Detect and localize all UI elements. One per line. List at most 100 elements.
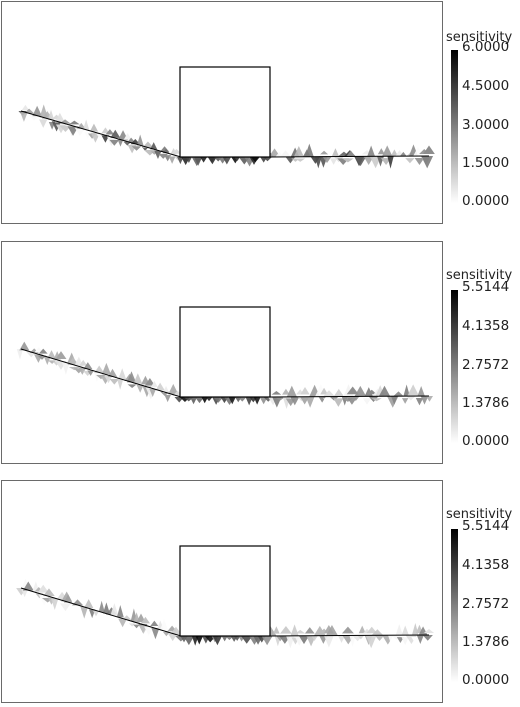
sensitivity-glyph [151,380,158,387]
sensitivity-glyph [189,396,198,405]
sensitivity-glyph [280,626,292,634]
sensitivity-glyph [423,629,435,633]
sensitivity-glyph [352,396,360,401]
sensitivity-glyph [149,389,157,397]
sensitivity-glyph [234,156,241,162]
sensitivity-glyph [341,626,354,634]
sensitivity-glyph [415,398,424,406]
sensitivity-glyph [82,119,90,131]
sensitivity-glyph [20,112,28,122]
sensitivity-glyph [151,628,160,640]
sensitivity-glyph [286,385,297,397]
sensitivity-glyph [47,360,57,364]
colorbar-tick-label: 0.0000 [462,672,510,688]
sensitivity-glyph [109,139,120,146]
sensitivity-glyph [422,635,433,641]
sensitivity-glyph [163,632,170,637]
sensitivity-glyph [136,134,144,146]
sensitivity-glyph [371,629,384,636]
sensitivity-scene [18,66,435,169]
sensitivity-glyph [387,635,396,647]
sensitivity-glyph [194,156,203,166]
sensitivity-glyph [118,368,127,380]
sensitivity-glyph [96,375,106,380]
sensitivity-glyph [200,156,208,163]
sensitivity-glyph [150,620,159,626]
sensitivity-glyph [420,396,429,405]
sensitivity-glyph [349,635,356,647]
sensitivity-glyph [21,104,30,111]
sensitivity-glyph [423,145,435,154]
sensitivity-glyph [62,362,70,375]
sensitivity-glyph [44,357,51,366]
sensitivity-glyph [298,635,310,645]
sensitivity-glyph [37,355,47,360]
sensitivity-glyph [201,396,209,404]
sensitivity-glyph [250,156,261,163]
sensitivity-glyph [39,119,48,128]
sensitivity-glyph [22,581,34,591]
sensitivity-glyph [118,618,128,628]
sensitivity-glyph [323,390,335,397]
sensitivity-glyph [300,386,310,395]
obstacle-box [179,66,271,158]
sensitivity-glyph [194,396,205,404]
sensitivity-glyph [346,150,356,157]
sensitivity-glyph [285,635,295,649]
sensitivity-glyph [366,389,377,395]
sensitivity-glyph [60,603,71,612]
sensitivity-glyph [305,396,315,408]
sensitivity-glyph [43,588,55,596]
sensitivity-glyph [401,625,409,636]
sensitivity-scene [16,545,435,649]
sensitivity-glyph [92,610,100,617]
sensitivity-glyph [158,153,168,159]
sensitivity-glyph [293,145,304,157]
sensitivity-glyph [261,635,273,646]
sensitivity-glyph [357,635,365,640]
sensitivity-glyph [170,626,182,635]
sensitivity-glyph [421,156,434,169]
sensitivity-glyph [155,382,165,391]
obstacle-box [179,306,271,398]
sensitivity-glyph [390,635,403,640]
sensitivity-glyph [366,626,378,634]
sensitivity-glyph [38,348,48,354]
sensitivity-glyph [47,350,56,359]
colorbar-tick-label: 4.5000 [462,78,510,94]
sensitivity-glyph [80,606,89,619]
sensitivity-glyph [333,398,344,407]
sensitivity-glyph [159,619,169,631]
sensitivity-glyph [167,633,178,642]
sensitivity-glyph [304,627,315,634]
sensitivity-glyph [326,625,338,636]
sensitivity-glyph [399,151,407,157]
sensitivity-glyph [322,156,332,164]
sensitivity-glyph [131,146,142,151]
colorbar [451,50,458,203]
sensitivity-glyph [393,391,404,397]
sensitivity-glyph [318,396,327,403]
sensitivity-glyph [290,396,300,406]
sensitivity-glyph [401,398,409,404]
sensitivity-glyph [164,395,171,403]
sensitivity-glyph [117,139,124,147]
sensitivity-glyph [403,384,410,397]
sensitivity-glyph [331,148,339,157]
sensitivity-glyph [133,373,143,384]
sensitivity-glyph [221,635,228,642]
sensitivity-glyph [98,600,105,612]
sensitivity-glyph [395,624,403,636]
sensitivity-glyph [116,605,124,618]
sensitivity-glyph [406,396,416,401]
sensitivity-glyph [104,375,113,384]
sensitivity-glyph [271,391,282,395]
sensitivity-glyph [240,635,253,644]
sensitivity-glyph [314,156,322,169]
sensitivity-glyph [51,121,62,132]
sensitivity-glyph [116,378,124,390]
sensitivity-glyph [387,156,394,169]
sensitivity-glyph [354,385,367,397]
colorbar-tick-label: 1.3786 [462,634,510,650]
sensitivity-glyph [295,158,306,162]
